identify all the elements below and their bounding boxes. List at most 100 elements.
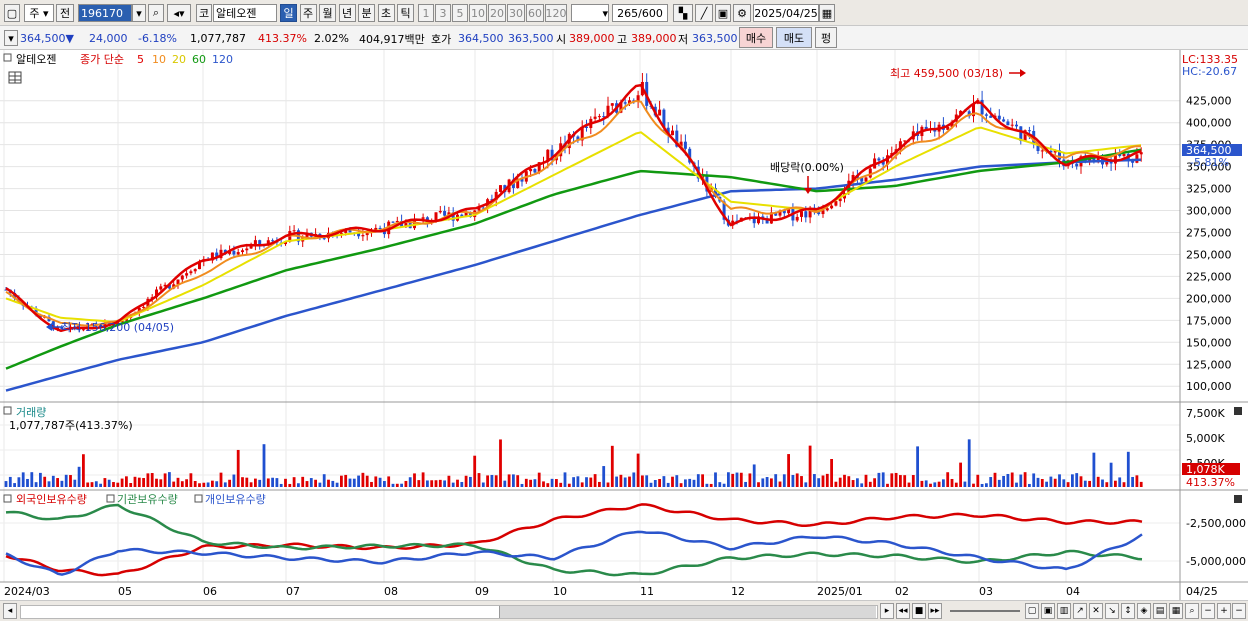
candle-body [1109, 161, 1113, 164]
period-button-3[interactable]: 년 [338, 4, 356, 22]
zoom-slider[interactable] [950, 610, 1020, 612]
price-axis-labels: 425,000400,000375,000350,000325,000300,0… [1186, 95, 1232, 393]
period-button-6[interactable]: 틱 [397, 4, 414, 22]
tool-icon-3[interactable]: ▥ [1057, 603, 1071, 619]
draw-tool-icon[interactable]: ╱ [695, 4, 713, 22]
scroll-left-icon[interactable]: ◂ [3, 603, 17, 619]
volume-panel-close-icon[interactable] [1234, 407, 1242, 415]
volume-bar [542, 481, 545, 487]
market-select[interactable]: 주 ▾ [24, 4, 54, 22]
legend-institution-holding[interactable]: 기관보유수량 [117, 493, 178, 506]
sell-button[interactable]: 매도 [776, 27, 812, 48]
scroll-thumb[interactable] [499, 606, 876, 618]
zoom-in-icon[interactable]: + [1217, 603, 1231, 619]
legend-ma-120[interactable]: 120 [212, 53, 233, 66]
stock-code-input[interactable]: 196170 [78, 4, 132, 22]
calendar-icon[interactable]: ▦ [819, 4, 835, 22]
volume-bar [400, 483, 403, 487]
legend-ma-20[interactable]: 20 [172, 53, 186, 66]
period-button-4[interactable]: 분 [358, 4, 375, 22]
quote-menu-icon[interactable]: ▾ [4, 30, 18, 46]
tool-icon-8[interactable]: ◈ [1137, 603, 1151, 619]
interval-button-120[interactable]: 120 [545, 4, 567, 22]
menu-icon[interactable]: − [1232, 603, 1246, 619]
legend-individual-holding[interactable]: 개인보유수량 [205, 493, 266, 506]
volume-bar [735, 472, 739, 487]
volume-bar [331, 480, 335, 487]
extra-button[interactable]: 펑 [815, 27, 837, 48]
candle-body [361, 235, 365, 237]
volume-current-text: 1,077,787주(413.37%) [9, 419, 133, 432]
interval-button-60[interactable]: 60 [526, 4, 544, 22]
search-icon[interactable]: ⌕ [148, 4, 164, 22]
date-field[interactable]: 2025/04/25 [753, 4, 819, 22]
tool-icon-4[interactable]: ↗ [1073, 603, 1087, 619]
scroll-track[interactable] [20, 605, 878, 619]
window-icon[interactable]: ▢ [4, 4, 20, 22]
volume-bar [490, 474, 494, 487]
volume-legend-marker [3, 406, 12, 415]
volume-bar [99, 483, 102, 487]
current-price: 364,500 ▼ [20, 32, 74, 45]
tool-icon-2[interactable]: ▣ [1041, 603, 1055, 619]
period-button-2[interactable]: 월 [319, 4, 336, 22]
legend-ma-title[interactable]: 종가 단순 [80, 53, 124, 66]
legend-stock-name[interactable]: 알테오젠 [16, 52, 56, 66]
date-tick: 02 [895, 585, 909, 598]
volume-bar [464, 475, 468, 487]
interval-custom-select[interactable]: ▾ [571, 4, 609, 22]
rewind-icon[interactable]: ◂◂ [896, 603, 910, 619]
volume-bar [499, 439, 502, 487]
interval-button-1[interactable]: 1 [418, 4, 434, 22]
volume-bar [211, 480, 214, 487]
gear-icon[interactable]: ⚙ [733, 4, 751, 22]
volume-bar [176, 477, 180, 487]
stock-name-field[interactable]: 알테오젠 [213, 4, 277, 22]
volume-bar [460, 481, 464, 487]
legend-ma-10[interactable]: 10 [152, 53, 166, 66]
tool-icon-5[interactable]: ✕ [1089, 603, 1103, 619]
volume-bar [404, 480, 408, 487]
holding-legend-marker [3, 494, 12, 503]
interval-button-20[interactable]: 20 [488, 4, 506, 22]
stop-icon[interactable]: ■ [912, 603, 926, 619]
save-icon[interactable]: ▣ [715, 4, 731, 22]
legend-ma-60[interactable]: 60 [192, 53, 206, 66]
interval-button-3[interactable]: 3 [435, 4, 451, 22]
scroll-right-icon[interactable]: ▸ [880, 603, 894, 619]
prev-button[interactable]: 전 [56, 4, 74, 22]
holding-panel-close-icon[interactable] [1234, 495, 1242, 503]
volume-title[interactable]: 거래량 [16, 406, 46, 419]
candle-body [284, 241, 287, 245]
volume-bar [1036, 477, 1040, 487]
tool-icon-1[interactable]: ▢ [1025, 603, 1039, 619]
volume-bar [1131, 476, 1134, 487]
interval-button-10[interactable]: 10 [469, 4, 487, 22]
buy-button[interactable]: 매수 [739, 27, 773, 48]
fast-forward-icon[interactable]: ▸▸ [928, 603, 942, 619]
speaker-icon[interactable]: ◂▾ [167, 4, 191, 22]
tool-icon-9[interactable]: ▤ [1153, 603, 1167, 619]
zoom-out-icon[interactable]: − [1201, 603, 1215, 619]
candle-body [821, 210, 825, 215]
volume-bar [782, 474, 786, 487]
period-button-1[interactable]: 주 [299, 4, 317, 22]
chart-tool-icon[interactable]: ▚ [673, 4, 693, 22]
magnifier-icon[interactable]: ⌕ [1185, 603, 1199, 619]
volume-bar [1010, 472, 1014, 487]
legend-ma-5[interactable]: 5 [137, 53, 144, 66]
scroll-bar[interactable]: ◂ ▸ ◂◂ ■ ▸▸ ▢ ▣ ▥ ↗ ✕ ↘ ↕ ◈ ▤ ▦ ⌕ − + − [0, 600, 1248, 621]
candle-body [357, 232, 361, 237]
count-field[interactable]: 265/600 [612, 4, 668, 22]
tool-icon-6[interactable]: ↘ [1105, 603, 1119, 619]
tool-icon-10[interactable]: ▦ [1169, 603, 1183, 619]
period-button-5[interactable]: 초 [377, 4, 395, 22]
code-dropdown-icon[interactable]: ▾ [132, 4, 146, 22]
interval-button-5[interactable]: 5 [452, 4, 468, 22]
volume-bar [675, 475, 679, 487]
volume-bar [641, 475, 644, 487]
period-button-0[interactable]: 일 [280, 4, 297, 22]
legend-foreign-holding[interactable]: 외국인보유수량 [16, 493, 87, 506]
interval-button-30[interactable]: 30 [507, 4, 525, 22]
tool-icon-7[interactable]: ↕ [1121, 603, 1135, 619]
